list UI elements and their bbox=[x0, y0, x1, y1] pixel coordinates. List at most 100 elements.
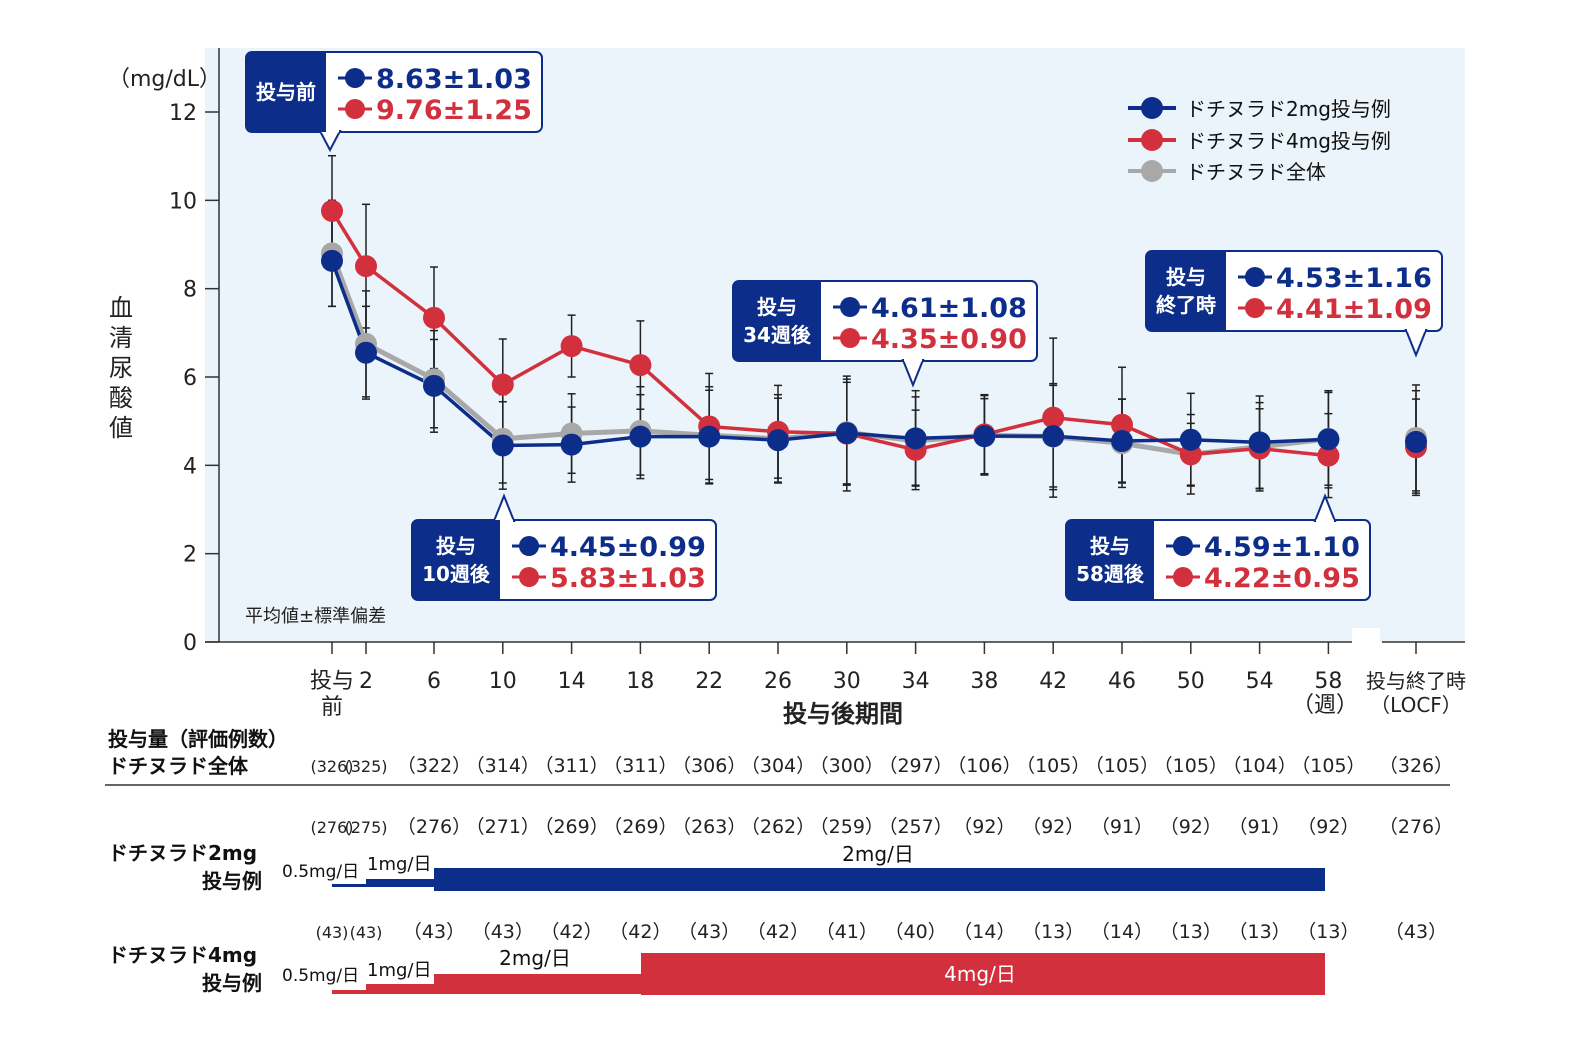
callout-marker bbox=[1173, 567, 1193, 587]
callout-value: 4.22±0.95 bbox=[1204, 563, 1360, 594]
count-cell: （41） bbox=[816, 921, 878, 943]
callout-marker bbox=[519, 567, 539, 587]
callout-marker bbox=[345, 99, 365, 119]
legend-marker-2mg bbox=[1141, 97, 1163, 119]
callout-tag-text: 10週後 bbox=[422, 562, 491, 586]
callout-value: 4.53±1.16 bbox=[1276, 263, 1432, 294]
callout-value: 4.45±0.99 bbox=[550, 532, 706, 563]
callout-marker bbox=[1173, 536, 1193, 556]
data-point bbox=[1179, 428, 1202, 451]
callout-value: 4.35±0.90 bbox=[871, 324, 1027, 355]
x-tick-label: 50 bbox=[1177, 669, 1205, 694]
callout-marker bbox=[1245, 267, 1265, 287]
count-cell: （300） bbox=[810, 755, 884, 777]
dose-bars-2mg: 0.5mg/日 1mg/日 2mg/日 bbox=[282, 842, 1325, 891]
data-point bbox=[1317, 428, 1340, 451]
callout-marker bbox=[840, 328, 860, 348]
y-axis-title: 血清尿酸値 bbox=[109, 294, 133, 442]
count-cell: （13） bbox=[1229, 921, 1291, 943]
count-cell: （257） bbox=[878, 816, 952, 838]
data-point bbox=[629, 425, 652, 448]
callout-marker bbox=[1245, 298, 1265, 318]
data-point bbox=[560, 433, 583, 456]
x-tick-label: 投与 bbox=[310, 669, 354, 694]
count-cell: （105） bbox=[1154, 755, 1228, 777]
row-label-2mg-line2: 投与例 bbox=[202, 869, 262, 893]
count-cell: (43) bbox=[350, 923, 383, 942]
count-cell: （14） bbox=[1091, 921, 1153, 943]
count-cell: （276） bbox=[1379, 816, 1453, 838]
callout-marker bbox=[345, 68, 365, 88]
data-point bbox=[355, 255, 377, 278]
callout-2: 投与 34週後 4.61±1.084.35±0.90 bbox=[732, 280, 1038, 388]
callout-tag-text: 投与 bbox=[1166, 265, 1206, 289]
data-point bbox=[1405, 430, 1427, 453]
data-point bbox=[321, 199, 343, 222]
data-point bbox=[355, 341, 377, 364]
callout-tag bbox=[1146, 251, 1226, 331]
callout-tag-text: 投与 bbox=[757, 295, 797, 319]
x-tick-label: 14 bbox=[558, 669, 586, 694]
data-point bbox=[904, 427, 927, 450]
callout-3: 投与終了時 4.53±1.164.41±1.09 bbox=[1145, 250, 1443, 358]
count-cell: （14） bbox=[953, 921, 1015, 943]
y-tick-label: 2 bbox=[183, 543, 197, 568]
count-cell: （92） bbox=[1297, 816, 1359, 838]
count-cell: （42） bbox=[747, 921, 809, 943]
callout-marker bbox=[519, 536, 539, 556]
count-cell: （311） bbox=[534, 755, 608, 777]
count-cell: （91） bbox=[1091, 816, 1153, 838]
data-point bbox=[560, 335, 583, 358]
callout-tag bbox=[246, 52, 326, 132]
row-label-4mg-line2: 投与例 bbox=[202, 971, 262, 995]
dose-bar-4mg-1 bbox=[366, 984, 434, 994]
y-tick-label: 10 bbox=[169, 189, 197, 214]
x-tick-label: 6 bbox=[427, 669, 441, 694]
callout-tag-text: 投与 bbox=[1090, 534, 1130, 558]
count-cell: （297） bbox=[878, 755, 952, 777]
count-cell: （13） bbox=[1297, 921, 1359, 943]
y-tick-label: 12 bbox=[169, 101, 197, 126]
data-point bbox=[1042, 406, 1065, 429]
dose-label-2mg-1: 1mg/日 bbox=[367, 854, 431, 875]
data-point bbox=[973, 425, 996, 448]
count-cell: （43） bbox=[1385, 921, 1447, 943]
series-line bbox=[330, 260, 1329, 448]
dose-bar-4mg-0.5 bbox=[332, 990, 366, 994]
data-point bbox=[1111, 430, 1133, 453]
count-cell: （276） bbox=[397, 816, 471, 838]
x-tick-label: 30 bbox=[833, 669, 861, 694]
count-cell: （43） bbox=[678, 921, 740, 943]
row-label-2mg-line1: ドチヌラド2mg bbox=[108, 841, 257, 865]
data-point bbox=[1317, 444, 1340, 467]
data-point bbox=[698, 425, 721, 448]
data-point bbox=[835, 422, 858, 445]
callout-tag-text: 34週後 bbox=[743, 323, 812, 347]
x-tick-label: （LOCF） bbox=[1370, 693, 1462, 717]
count-cell: （306） bbox=[672, 755, 746, 777]
callout-value: 4.41±1.09 bbox=[1276, 294, 1432, 325]
count-cell: （269） bbox=[603, 816, 677, 838]
count-cell: （105） bbox=[1085, 755, 1159, 777]
x-axis-title: 投与後期間 bbox=[783, 700, 903, 728]
callout-0: 投与前 8.63±1.039.76±1.25 bbox=[245, 51, 543, 153]
x-tick-label: 18 bbox=[626, 669, 654, 694]
count-cell: （263） bbox=[672, 816, 746, 838]
callout-marker bbox=[840, 297, 860, 317]
y-tick-label: 6 bbox=[183, 366, 197, 391]
callout-value: 5.83±1.03 bbox=[550, 563, 706, 594]
count-cell: （92） bbox=[1160, 816, 1222, 838]
count-cell: （314） bbox=[466, 755, 540, 777]
x-tick-label: 投与終了時 bbox=[1366, 669, 1466, 693]
count-cell: （262） bbox=[741, 816, 815, 838]
x-tick-label: 2 bbox=[359, 669, 373, 694]
callout-value: 9.76±1.25 bbox=[376, 95, 532, 126]
count-cell: （105） bbox=[1291, 755, 1365, 777]
count-cell: （106） bbox=[947, 755, 1021, 777]
callout-tag bbox=[733, 281, 821, 361]
callout-1: 投与 10週後 4.45±0.995.83±1.03 bbox=[411, 493, 717, 601]
x-tick-label: 前 bbox=[321, 695, 343, 720]
x-tick-label: 22 bbox=[695, 669, 723, 694]
count-cell: （311） bbox=[603, 755, 677, 777]
